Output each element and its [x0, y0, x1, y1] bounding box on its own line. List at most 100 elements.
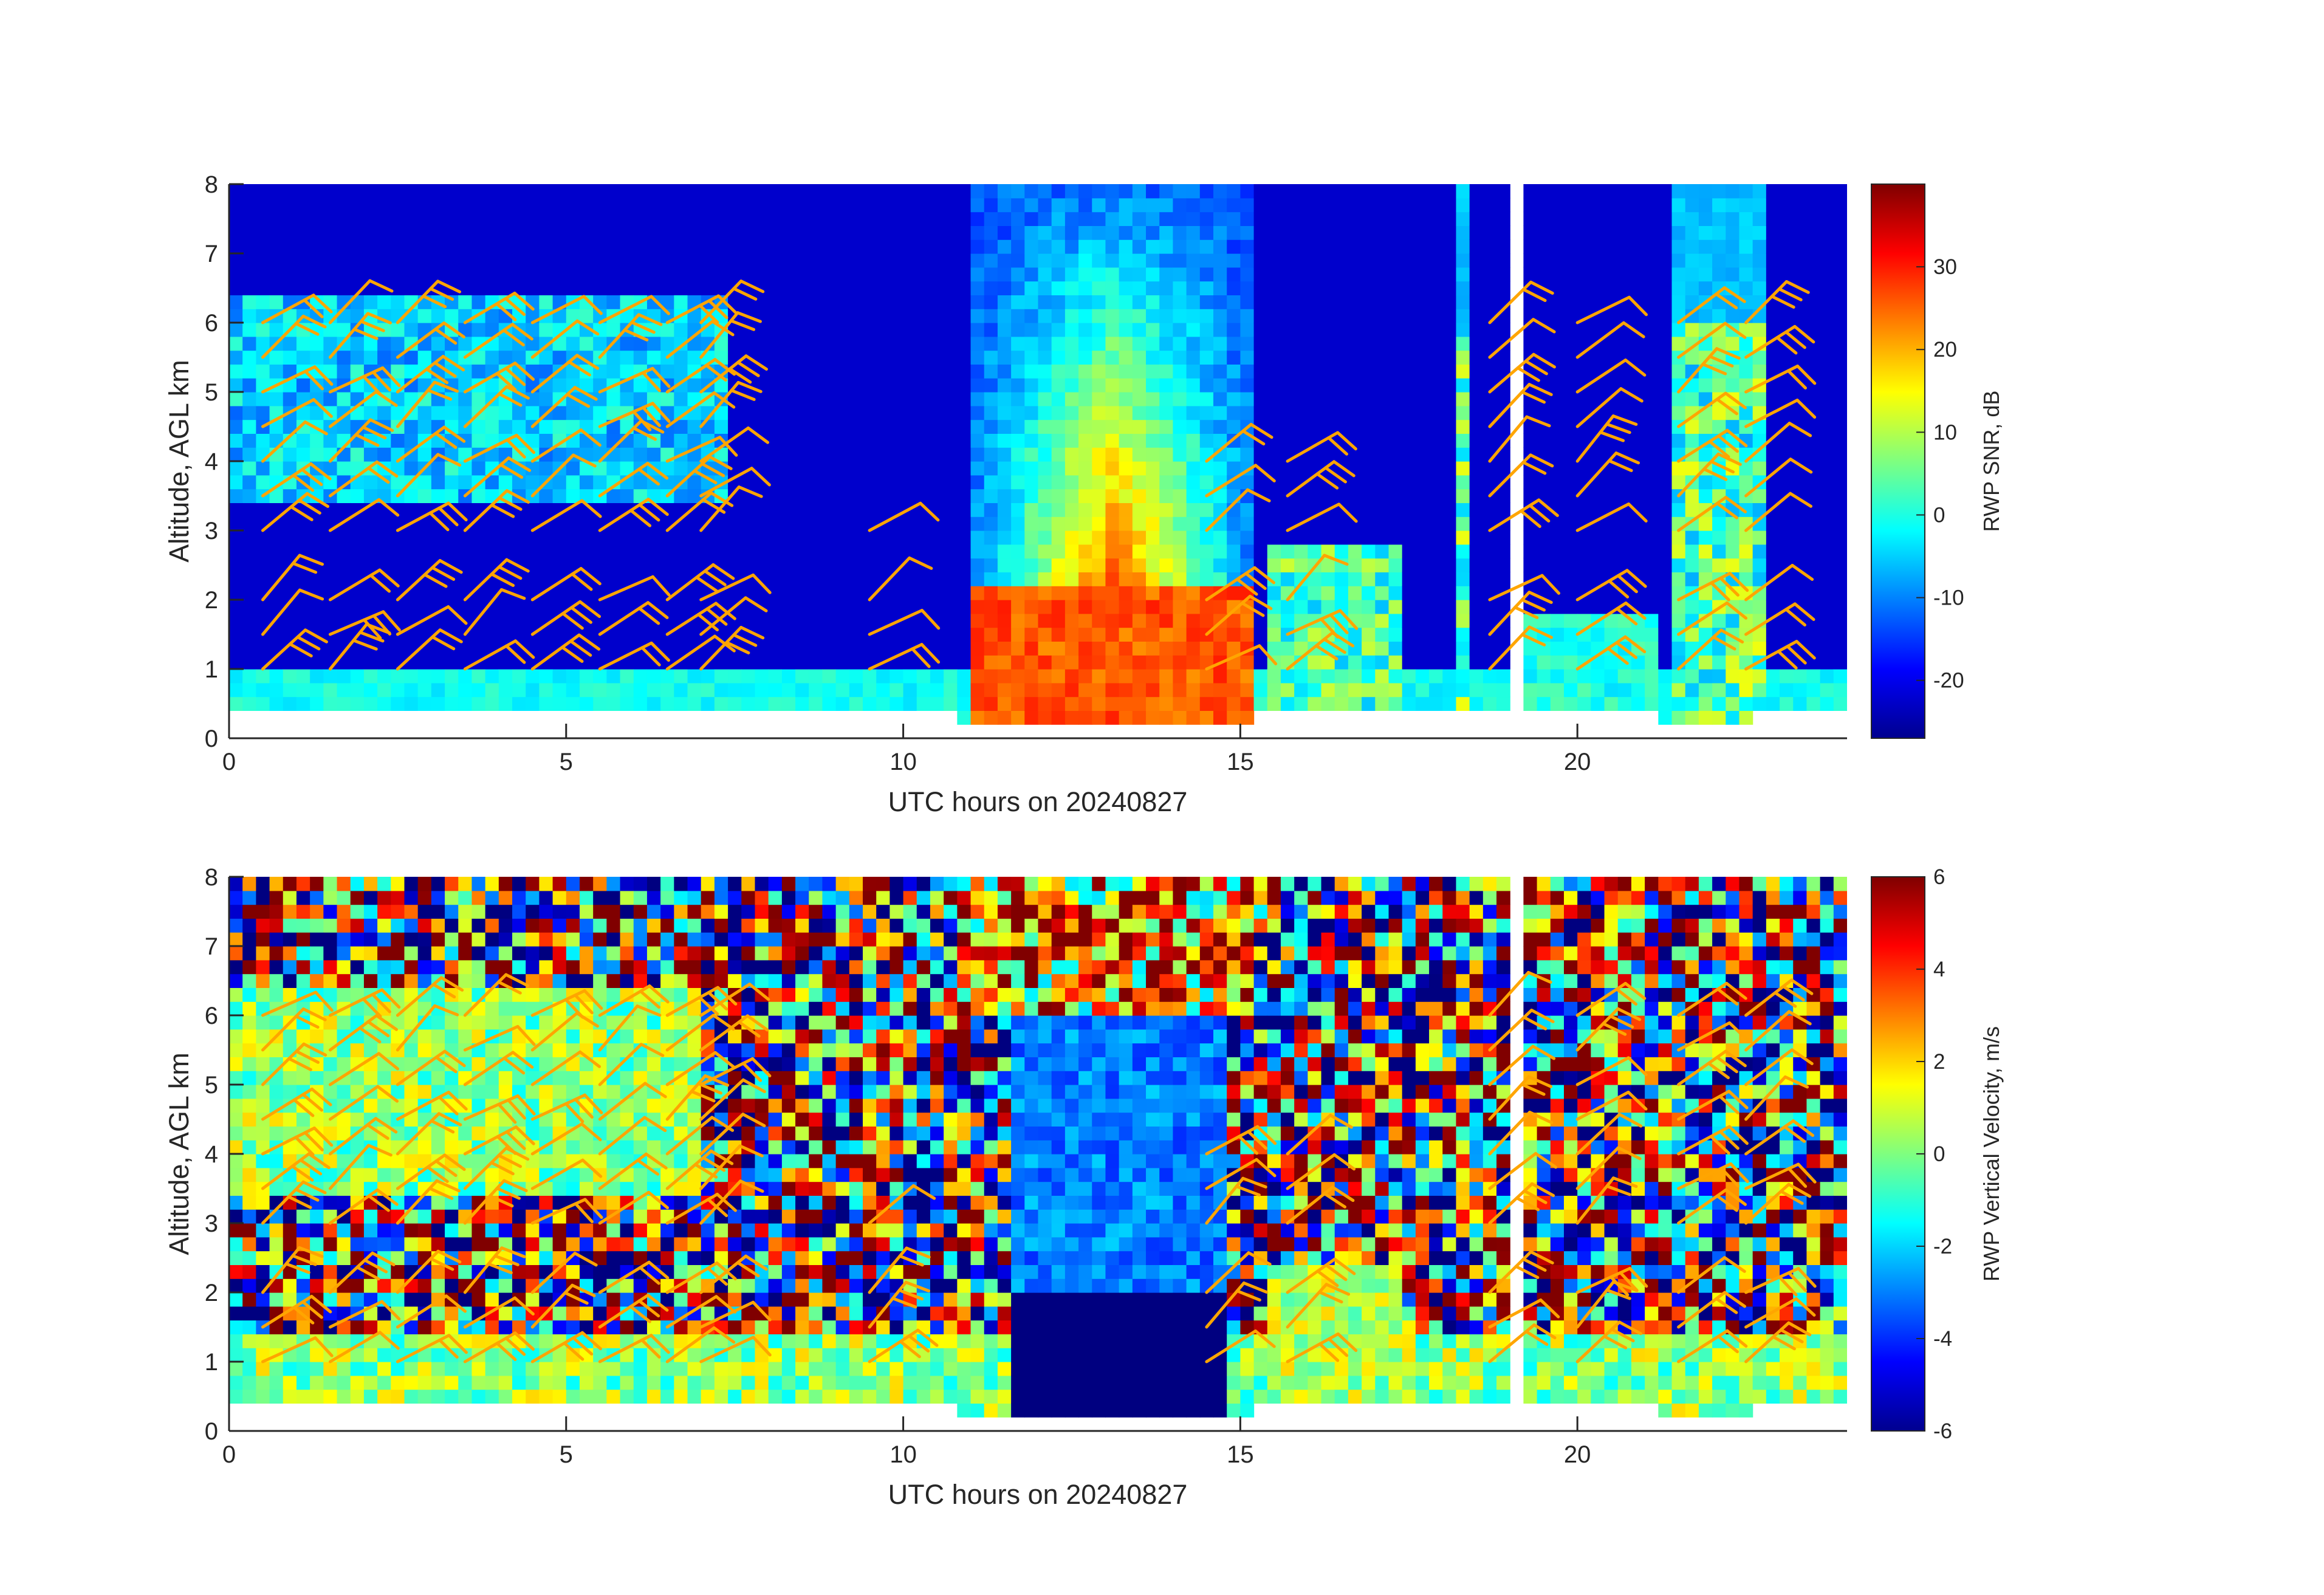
heatmap-cell — [1213, 281, 1227, 295]
heatmap-cell — [1712, 710, 1726, 725]
heatmap-cell — [1092, 530, 1106, 545]
heatmap-cell — [944, 433, 958, 448]
heatmap-cell — [687, 253, 702, 268]
heatmap-cell — [229, 1098, 243, 1113]
heatmap-cell — [337, 669, 351, 684]
heatmap-cell — [1011, 530, 1025, 545]
heatmap-cell — [242, 503, 256, 517]
heatmap-cell — [863, 267, 877, 282]
heatmap-cell — [1820, 489, 1834, 503]
heatmap-cell — [1415, 295, 1430, 309]
heatmap-cell — [377, 447, 391, 462]
heatmap-cell — [1698, 197, 1713, 213]
heatmap-cell — [1240, 447, 1255, 462]
heatmap-cell — [1267, 447, 1281, 462]
heatmap-cell — [903, 586, 917, 600]
heatmap-cell — [1402, 419, 1416, 434]
heatmap-cell — [283, 627, 297, 642]
heatmap-cell — [1604, 516, 1619, 531]
heatmap-cell — [310, 295, 324, 309]
heatmap-cell — [323, 239, 338, 254]
heatmap-cell — [768, 586, 783, 600]
heatmap-cell — [1064, 696, 1079, 711]
heatmap-cell — [296, 378, 310, 393]
heatmap-cell — [1280, 419, 1295, 434]
heatmap-cell — [566, 489, 580, 503]
heatmap-cell — [1186, 475, 1201, 490]
heatmap-cell — [404, 489, 419, 503]
heatmap-cell — [1442, 184, 1457, 199]
heatmap-cell — [1698, 530, 1713, 545]
heatmap-cell — [957, 641, 972, 656]
heatmap-cell — [1186, 461, 1201, 476]
heatmap-cell — [970, 655, 985, 670]
heatmap-cell — [256, 572, 270, 586]
heatmap-cell — [1402, 655, 1416, 670]
heatmap-cell — [1591, 267, 1605, 282]
heatmap-cell — [269, 1112, 284, 1127]
heatmap-cell — [1186, 267, 1201, 282]
heatmap-cell — [350, 516, 365, 531]
wind-barb — [868, 556, 933, 602]
heatmap-cell — [1348, 267, 1362, 282]
heatmap-cell — [1240, 475, 1255, 490]
heatmap-cell — [1645, 295, 1659, 309]
heatmap-cell — [377, 253, 391, 268]
heatmap-cell — [957, 323, 972, 337]
heatmap-cell — [1253, 627, 1268, 642]
heatmap-cell — [1671, 475, 1686, 490]
heatmap-cell — [1833, 197, 1847, 213]
heatmap-cell — [1685, 184, 1699, 199]
heatmap-cell — [350, 350, 365, 365]
heatmap-cell — [660, 197, 674, 213]
heatmap-cell — [1267, 392, 1281, 406]
heatmap-cell — [1011, 184, 1025, 199]
heatmap-cell — [229, 323, 243, 337]
heatmap-cell — [768, 309, 783, 323]
heatmap-cell — [660, 364, 674, 379]
heatmap-cell — [417, 655, 432, 670]
heatmap-cell — [863, 309, 877, 323]
heatmap-cell — [1496, 655, 1510, 670]
heatmap-cell — [889, 669, 904, 684]
wind-barb — [396, 425, 466, 463]
heatmap-cell — [1173, 669, 1187, 684]
heatmap-cell — [404, 558, 419, 572]
heatmap-cell — [1253, 544, 1268, 559]
heatmap-cell — [620, 530, 634, 545]
heatmap-cell — [755, 641, 769, 656]
heatmap-cell — [1456, 433, 1470, 448]
heatmap-cell — [539, 267, 554, 282]
heatmap-cell — [1442, 239, 1457, 254]
heatmap-cell — [1402, 682, 1416, 698]
heatmap-cell — [1739, 211, 1753, 226]
heatmap-cell — [1078, 295, 1092, 309]
heatmap-cell — [633, 197, 648, 213]
heatmap-cell — [1294, 696, 1308, 711]
heatmap-cell — [876, 239, 890, 254]
heatmap-cell — [566, 669, 580, 684]
heatmap-cell — [755, 530, 769, 545]
heatmap-cell — [944, 558, 958, 572]
heatmap-cell — [984, 530, 998, 545]
heatmap-cell — [1051, 530, 1066, 545]
heatmap-cell — [1240, 281, 1255, 295]
heatmap-cell — [687, 627, 702, 642]
heatmap-cell — [1199, 503, 1214, 517]
heatmap-cell — [1024, 364, 1039, 379]
heatmap-cell — [485, 516, 499, 531]
heatmap-cell — [1213, 197, 1227, 213]
heatmap-cell — [930, 586, 944, 600]
heatmap-cell — [1456, 669, 1470, 684]
heatmap-cell — [1240, 696, 1255, 711]
heatmap-cell — [835, 669, 850, 684]
heatmap-cell — [1227, 530, 1241, 545]
heatmap-cell — [498, 516, 513, 531]
heatmap-cell — [404, 461, 419, 476]
heatmap-cell — [1186, 350, 1201, 365]
heatmap-cell — [1739, 405, 1753, 420]
heatmap-cell — [283, 1126, 297, 1141]
heatmap-cell — [1146, 239, 1160, 254]
heatmap-cell — [849, 696, 863, 711]
heatmap-cell — [1159, 184, 1174, 199]
